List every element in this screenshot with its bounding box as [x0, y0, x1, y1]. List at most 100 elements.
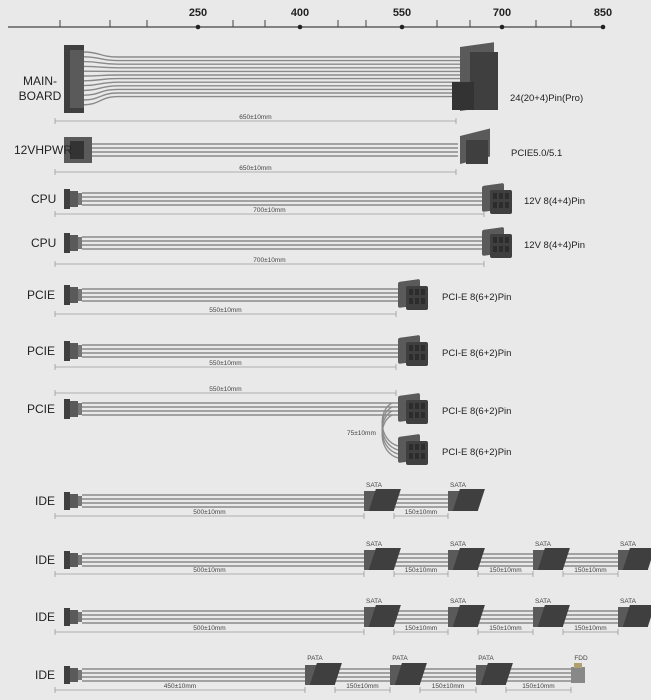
pin-cell: [505, 202, 509, 208]
cable-label: 12VHPWR: [14, 143, 72, 157]
wire: [83, 88, 460, 96]
wire: [83, 56, 460, 62]
psu-connector-pins: [70, 141, 84, 159]
psu-connector-sleeve: [78, 193, 82, 205]
psu-connector-sleeve: [78, 289, 82, 301]
psu-connector-sleeve: [78, 403, 82, 415]
branch-wire: [381, 414, 399, 459]
psu-connector-sleeve: [78, 237, 82, 249]
psu-connector-body: [70, 50, 84, 108]
cable-ide-10: IDE PATA 450±10mm PATA 150±10mm PATA 150±10mm F…: [35, 655, 588, 693]
scale-tick-label: 550: [393, 7, 411, 19]
dimension-label: 150±10mm: [489, 625, 521, 632]
pin-cell: [505, 193, 509, 199]
pin-cell: [415, 403, 419, 409]
pin-cell: [499, 246, 503, 252]
plug-label: SATA: [535, 598, 552, 605]
pin-cell: [493, 246, 497, 252]
connector-label: PCI-E 8(6+2)Pin: [442, 447, 511, 458]
sata-connector-face: [537, 548, 570, 570]
connector-label: 12V 8(4+4)Pin: [524, 196, 585, 207]
pin-cell: [409, 412, 413, 418]
psu-side-connector: [64, 233, 70, 253]
sata-connector-face: [537, 605, 570, 627]
connector-label: 24(20+4)Pin(Pro): [510, 93, 583, 104]
scale-tick-label: 250: [189, 7, 207, 19]
wire: [83, 77, 460, 82]
scale-tick-label: 400: [291, 7, 309, 19]
cable-ide-8: IDE SATA 500±10mm SATA 150±10mm SATA 150±10mm S…: [35, 541, 651, 577]
pin-cell: [421, 345, 425, 351]
cable-label: IDE: [35, 494, 55, 508]
pin-cell: [421, 354, 425, 360]
cable-row-4: PCIE PCI-E 8(6+2)Pin 550±10mm: [27, 279, 511, 317]
dimension-label: 150±10mm: [405, 509, 437, 516]
psu-connector-body: [70, 235, 78, 251]
connector-label: 12V 8(4+4)Pin: [524, 240, 585, 251]
plug-label: SATA: [450, 598, 467, 605]
psu-side-connector: [64, 492, 70, 510]
dimension-label: 150±10mm: [574, 567, 606, 574]
pin-cell: [415, 345, 419, 351]
dimension-label: 150±10mm: [489, 567, 521, 574]
sata-connector-face: [452, 548, 485, 570]
psu-connector-sleeve: [78, 612, 82, 622]
dimension-label: 150±10mm: [405, 625, 437, 632]
cable-label: CPU: [31, 236, 56, 250]
cable-row-5: PCIE PCI-E 8(6+2)Pin 550±10mm: [27, 335, 511, 370]
scale-tick-label: 850: [594, 7, 612, 19]
dimension-label: 700±10mm: [253, 257, 285, 264]
pin-cell: [421, 403, 425, 409]
pin-cell: [421, 289, 425, 295]
plug-label: PATA: [392, 655, 408, 662]
cable-label: PCIE: [27, 344, 55, 358]
connector-label: PCIE5.0/5.1: [511, 148, 562, 159]
dimension-label: 550±10mm: [209, 386, 241, 393]
fdd-connector-tab: [574, 663, 582, 668]
psu-connector-body: [70, 494, 78, 508]
dimension-label: 150±10mm: [346, 683, 378, 690]
plug-label: SATA: [450, 541, 467, 548]
psu-side-connector: [64, 285, 70, 305]
wire: [83, 92, 460, 101]
psu-connector-sleeve: [78, 496, 82, 506]
sata-connector-face: [622, 605, 651, 627]
sata-connector-face: [368, 489, 401, 511]
psu-side-connector: [64, 399, 70, 419]
dimension-label: 550±10mm: [209, 360, 241, 367]
connector-label: PCI-E 8(6+2)Pin: [442, 348, 511, 359]
psu-connector-body: [70, 191, 78, 207]
psu-side-connector: [64, 341, 70, 361]
pin-cell: [415, 354, 419, 360]
psu-connector-body: [70, 553, 78, 567]
pin-cell: [421, 453, 425, 459]
pin-cell: [409, 444, 413, 450]
cable-label: PCIE: [27, 402, 55, 416]
cable-mainboard: MAIN-BOARD 24(20+4)Pin(Pro) 650±10mm: [19, 42, 583, 124]
plug-label: SATA: [450, 482, 467, 489]
dimension-label: 500±10mm: [193, 625, 225, 632]
dimension-label: 650±10mm: [239, 114, 271, 121]
pin-cell: [415, 298, 419, 304]
psu-side-connector: [64, 666, 70, 684]
psu-connector-body: [70, 287, 78, 303]
connector-label: PCI-E 8(6+2)Pin: [442, 292, 511, 303]
cable-label: IDE: [35, 668, 55, 682]
cable-label: IDE: [35, 610, 55, 624]
scale-dot: [297, 24, 303, 30]
length-scale: 250 400 550 700 850: [8, 7, 612, 30]
dimension-label: 700±10mm: [253, 207, 285, 214]
dimension-label: 500±10mm: [193, 509, 225, 516]
sata-connector-face: [480, 663, 513, 685]
pin-cell: [415, 412, 419, 418]
psu-connector-sleeve: [78, 345, 82, 357]
pin-cell: [409, 403, 413, 409]
sata-connector-face: [368, 605, 401, 627]
dimension-label: 650±10mm: [239, 165, 271, 172]
pin-cell: [499, 193, 503, 199]
cable-label: MAIN-: [23, 74, 57, 88]
sata-connector-face: [452, 489, 485, 511]
dimension-label: 450±10mm: [164, 683, 196, 690]
plug-label: PATA: [307, 655, 323, 662]
wire: [83, 65, 460, 69]
